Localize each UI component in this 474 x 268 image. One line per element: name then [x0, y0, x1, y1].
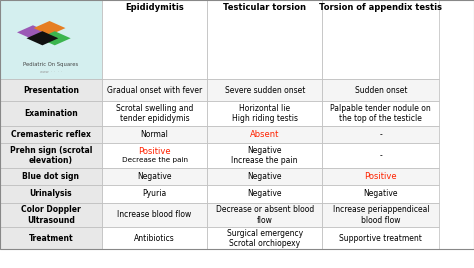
Bar: [322, 168, 439, 185]
Text: Decrease or absent blood
flow: Decrease or absent blood flow: [216, 205, 314, 225]
Text: Negative: Negative: [247, 189, 282, 198]
Bar: [102, 143, 207, 168]
Text: -: -: [380, 151, 382, 160]
Text: Pediatric On Squares: Pediatric On Squares: [23, 62, 79, 67]
Bar: [0, 79, 102, 101]
Bar: [207, 227, 322, 249]
Text: Absent: Absent: [250, 130, 279, 139]
Text: Increase periappendiceal
blood flow: Increase periappendiceal blood flow: [333, 205, 429, 225]
Bar: [102, 168, 207, 185]
Bar: [102, 79, 207, 101]
Text: Sudden onset: Sudden onset: [355, 85, 407, 95]
Text: Epididymitis: Epididymitis: [125, 3, 184, 12]
Bar: [102, 227, 207, 249]
Bar: [102, 101, 207, 126]
Bar: [207, 0, 322, 79]
Text: Negative: Negative: [247, 172, 282, 181]
Bar: [322, 126, 439, 143]
Text: Severe sudden onset: Severe sudden onset: [225, 85, 305, 95]
Text: Prehn sign (scrotal
elevation): Prehn sign (scrotal elevation): [10, 146, 92, 165]
Text: www  ·  ·  ·  ·: www · · · ·: [40, 70, 62, 74]
Bar: [322, 101, 439, 126]
Bar: [322, 185, 439, 203]
Bar: [0, 168, 102, 185]
Polygon shape: [27, 31, 58, 45]
Bar: [0, 185, 102, 203]
Bar: [207, 143, 322, 168]
Text: Pyuria: Pyuria: [142, 189, 167, 198]
Text: Supportive treatment: Supportive treatment: [339, 234, 422, 243]
Bar: [102, 203, 207, 227]
Bar: [207, 168, 322, 185]
Bar: [207, 126, 322, 143]
Bar: [0, 143, 102, 168]
Bar: [207, 185, 322, 203]
Text: Examination: Examination: [24, 109, 78, 118]
Text: Palpable tender nodule on
the top of the testicle: Palpable tender nodule on the top of the…: [330, 104, 431, 123]
Text: Horizontal lie
High riding testis: Horizontal lie High riding testis: [232, 104, 298, 123]
Bar: [102, 0, 207, 79]
Bar: [102, 185, 207, 203]
Bar: [322, 203, 439, 227]
Text: Cremasteric reflex: Cremasteric reflex: [11, 130, 91, 139]
Text: Antibiotics: Antibiotics: [134, 234, 175, 243]
Polygon shape: [17, 25, 49, 39]
Text: Negative: Negative: [364, 189, 398, 198]
Polygon shape: [39, 31, 71, 45]
Bar: [322, 0, 439, 79]
Bar: [207, 101, 322, 126]
Text: -: -: [380, 130, 382, 139]
Text: Normal: Normal: [141, 130, 168, 139]
Bar: [0, 203, 102, 227]
Text: Increase blood flow: Increase blood flow: [118, 210, 191, 219]
Text: Scrotal swelling and
tender epididymis: Scrotal swelling and tender epididymis: [116, 104, 193, 123]
Text: Surgical emergency
Scrotal orchiopexy: Surgical emergency Scrotal orchiopexy: [227, 229, 303, 248]
Bar: [0, 227, 102, 249]
Bar: [102, 126, 207, 143]
Text: Color Doppler
Ultrasound: Color Doppler Ultrasound: [21, 205, 81, 225]
Text: Testicular torsion: Testicular torsion: [223, 3, 306, 12]
Text: Presentation: Presentation: [23, 85, 79, 95]
Text: Urinalysis: Urinalysis: [30, 189, 72, 198]
Text: Negative
Increase the pain: Negative Increase the pain: [231, 146, 298, 165]
Text: Gradual onset with fever: Gradual onset with fever: [107, 85, 202, 95]
Text: Decrease the pain: Decrease the pain: [121, 157, 188, 163]
Bar: [322, 227, 439, 249]
Bar: [207, 203, 322, 227]
Bar: [322, 143, 439, 168]
Text: Torsion of appendix testis: Torsion of appendix testis: [319, 3, 442, 12]
Bar: [0, 0, 102, 79]
Bar: [0, 126, 102, 143]
Text: Negative: Negative: [137, 172, 172, 181]
Text: Positive: Positive: [365, 172, 397, 181]
Text: Treatment: Treatment: [28, 234, 73, 243]
Bar: [322, 79, 439, 101]
Polygon shape: [34, 21, 65, 35]
Bar: [207, 79, 322, 101]
Text: Positive: Positive: [138, 147, 171, 155]
Bar: [0, 101, 102, 126]
Text: Blue dot sign: Blue dot sign: [22, 172, 80, 181]
